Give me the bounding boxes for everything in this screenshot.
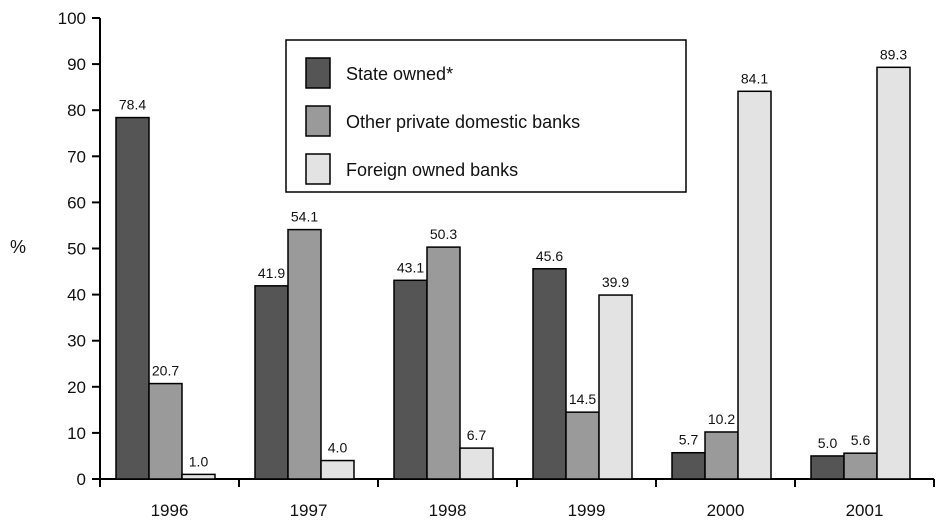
y-tick-label: 20	[67, 378, 86, 397]
legend: State owned* Other private domestic banks…	[285, 39, 687, 193]
legend-swatch	[305, 57, 331, 89]
data-label: 20.7	[152, 363, 179, 379]
data-label: 39.9	[602, 274, 629, 290]
x-tick-label: 1997	[290, 501, 328, 520]
x-tick-label: 2000	[707, 501, 745, 520]
x-axis: 1996 1997 1998 1999 2000 2001	[99, 478, 935, 520]
y-axis: 0 10 20 30 40 50 60 70 80 90 100	[58, 9, 101, 489]
data-label: 50.3	[430, 226, 457, 242]
legend-label: Foreign owned banks	[346, 160, 518, 180]
x-tick-label: 1998	[429, 501, 467, 520]
y-tick-label: 40	[67, 286, 86, 305]
data-label: 5.7	[679, 432, 699, 448]
legend-label: Other private domestic banks	[346, 112, 580, 132]
bar	[876, 66, 911, 480]
y-axis-label: %	[10, 237, 26, 257]
legend-swatch	[305, 105, 331, 137]
bar	[115, 116, 150, 480]
bar	[532, 268, 567, 480]
bar	[671, 451, 706, 480]
data-label: 14.5	[569, 391, 596, 407]
y-tick-label: 90	[67, 55, 86, 74]
data-label: 78.4	[119, 97, 146, 113]
bar	[737, 90, 772, 480]
y-tick-label: 70	[67, 147, 86, 166]
legend-box	[285, 39, 687, 193]
data-label: 54.1	[291, 209, 318, 225]
bar	[598, 294, 633, 480]
x-tick-label: 1996	[151, 501, 189, 520]
data-label: 45.6	[536, 248, 563, 264]
bar	[704, 431, 739, 480]
data-label: 43.1	[397, 259, 424, 275]
data-label: 5.0	[818, 435, 838, 451]
x-tick-label: 1999	[568, 501, 606, 520]
y-tick-label: 10	[67, 424, 86, 443]
legend-label: State owned*	[346, 64, 453, 84]
bar	[426, 246, 461, 480]
bar	[287, 228, 322, 480]
bar	[148, 382, 183, 480]
data-label: 6.7	[467, 427, 487, 443]
y-tick-label: 50	[67, 240, 86, 259]
bar	[320, 459, 355, 480]
data-label: 89.3	[880, 46, 907, 62]
bar	[843, 452, 878, 480]
x-tick-label: 2001	[846, 501, 884, 520]
y-tick-label: 30	[67, 332, 86, 351]
bar	[565, 411, 600, 480]
data-labels: 78.4 41.9 43.1 45.6 5.7 5.0 20.7 54.1 50.3 14.5 10…	[119, 46, 907, 469]
data-label: 1.0	[189, 453, 209, 469]
y-tick-label: 60	[67, 193, 86, 212]
bar	[181, 473, 216, 480]
data-label: 10.2	[708, 411, 735, 427]
y-tick-label: 80	[67, 101, 86, 120]
y-tick-label: 100	[58, 9, 86, 28]
bar	[393, 279, 428, 480]
bar	[459, 447, 494, 480]
data-label: 41.9	[258, 265, 285, 281]
bar	[254, 285, 289, 480]
bar	[810, 455, 845, 480]
data-label: 4.0	[328, 440, 348, 456]
legend-swatch	[305, 153, 331, 185]
bars	[115, 66, 911, 480]
y-tick-label: 0	[77, 470, 86, 489]
data-label: 84.1	[741, 70, 768, 86]
data-label: 5.6	[851, 432, 871, 448]
